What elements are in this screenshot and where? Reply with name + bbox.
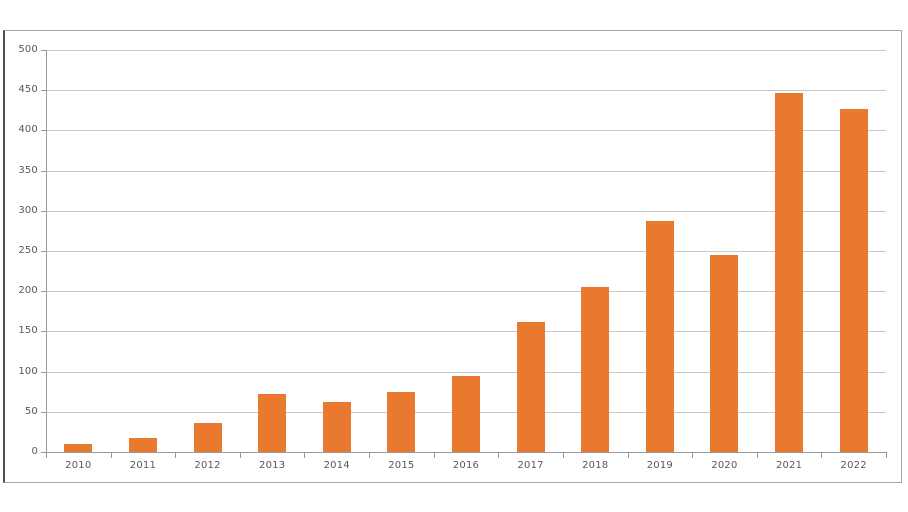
x-tick-mark [886,453,887,458]
bar-2011 [128,437,157,452]
x-tick-mark [756,453,758,458]
x-tick-label: 2018 [582,460,609,471]
gridline-200 [46,291,886,293]
y-tick-label: 350 [18,164,38,176]
x-tick-mark [627,453,629,458]
x-tick-label: 2015 [388,460,415,471]
y-tick-label: 250 [18,245,38,256]
bar-2010 [64,443,93,452]
y-tick-mark [41,50,46,51]
y-tick-mark [41,170,46,172]
x-tick-mark [498,453,500,458]
y-tick-label: 0 [31,446,38,457]
gridline-450 [46,90,886,92]
x-tick-label: 2019 [646,460,673,471]
y-tick-mark [41,251,46,252]
x-tick-label: 2017 [517,460,544,471]
y-tick-mark [41,371,46,373]
x-tick-mark [175,453,177,458]
gridline-100 [46,371,886,373]
y-tick-mark [41,291,46,293]
gridline-500 [46,50,886,51]
x-tick-mark [692,453,694,458]
x-tick-label: 2016 [452,460,480,471]
x-tick-label: 2021 [775,460,803,471]
x-tick-mark [239,453,241,458]
x-tick-label: 2022 [840,460,867,471]
bar-2022 [839,108,868,452]
x-tick-label: 2010 [65,460,92,471]
x-tick-label: 2012 [194,460,221,471]
y-tick-label: 100 [18,365,38,377]
y-tick-label: 150 [18,325,38,337]
x-tick-label: 2011 [129,460,157,471]
bar-2013 [258,394,287,452]
bar-2015 [387,391,416,452]
bar-2018 [581,287,610,452]
y-tick-mark [41,210,46,212]
x-tick-mark [433,453,435,458]
gridline-350 [46,170,886,172]
y-tick-label: 400 [18,124,38,136]
y-tick-label: 450 [18,84,38,96]
x-tick-label: 2014 [323,460,350,471]
bar-2014 [322,402,351,452]
gridline-250 [46,251,886,252]
gridline-150 [46,331,886,333]
y-tick-mark [41,90,46,92]
y-tick-mark [41,452,46,453]
y-tick-label: 300 [18,204,38,216]
y-tick-label: 50 [24,405,38,417]
bar-2021 [775,92,804,452]
y-tick-label: 500 [18,44,38,55]
bar-chart: 0 50 100 150 200 250 300 350 400 450 500 2010 2011 20… [3,30,902,483]
bar-2016 [452,375,480,452]
x-tick-label: 2020 [711,460,738,471]
x-tick-label: 2013 [259,460,286,471]
bar-2020 [710,255,739,452]
x-tick-mark [821,453,823,458]
bar-2012 [193,423,222,452]
gridline-400 [46,130,886,132]
y-tick-mark [41,130,46,132]
y-axis-line [46,50,47,453]
y-tick-mark [41,331,46,333]
x-tick-mark [304,453,306,458]
x-tick-mark [562,453,564,458]
bar-2017 [516,321,545,452]
x-axis-line [46,452,887,453]
y-tick-label: 200 [18,285,38,297]
y-tick-mark [41,411,46,413]
x-tick-mark [110,453,112,458]
x-tick-mark [369,453,371,458]
x-tick-mark [46,453,47,458]
bar-2019 [645,221,674,452]
gridline-300 [46,210,886,212]
